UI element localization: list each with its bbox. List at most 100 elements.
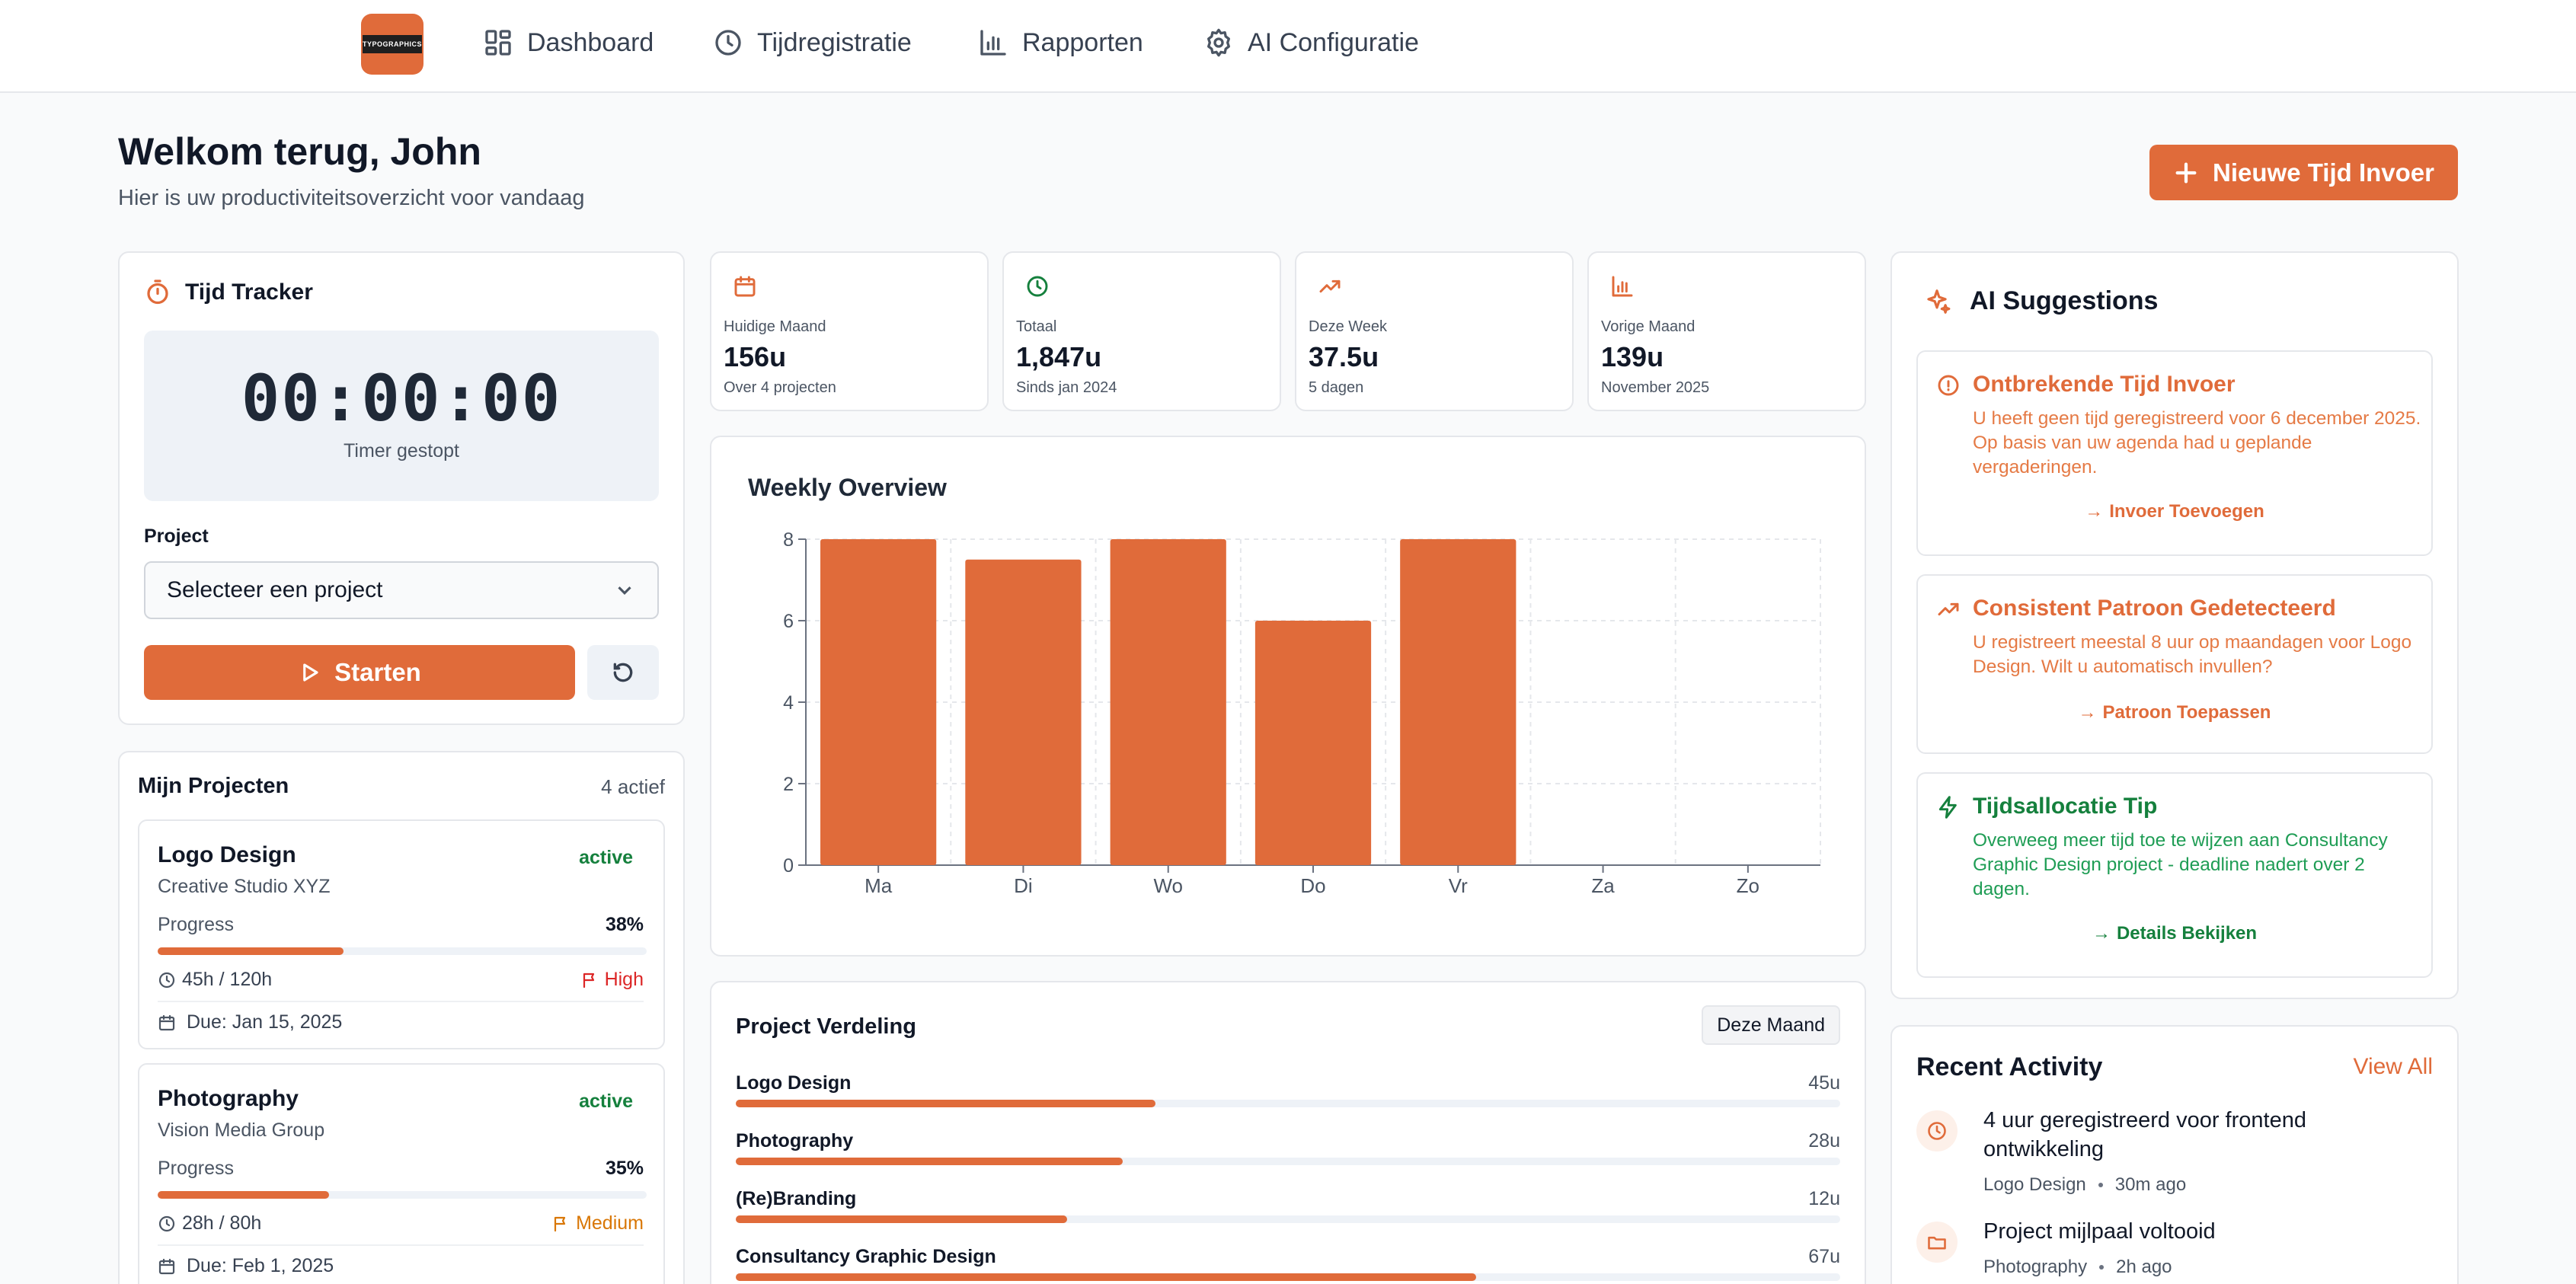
progress-percent: 38% <box>605 914 644 935</box>
status-badge: active <box>579 847 633 868</box>
x-tick-label: Ma <box>865 874 893 897</box>
timer-display: 00:00:00 Timer gestopt <box>144 331 659 501</box>
reset-button[interactable] <box>587 645 659 700</box>
recent-activity-title: Recent Activity <box>1916 1052 2103 1081</box>
new-time-entry-label: Nieuwe Tijd Invoer <box>2213 158 2434 187</box>
arrow-right-icon: → <box>2078 702 2097 723</box>
plus-icon <box>2175 162 2197 183</box>
nav-item-dashboard[interactable]: Dashboard <box>483 23 654 62</box>
distribution-row: Photography 28u <box>736 1130 1840 1176</box>
timer-status: Timer gestopt <box>344 440 459 462</box>
start-button[interactable]: Starten <box>144 645 575 700</box>
stat-value: 139u <box>1601 341 1664 372</box>
project-label: Project <box>144 525 209 547</box>
distribution-fill <box>736 1273 1476 1281</box>
folder-icon <box>1928 1236 1946 1250</box>
activity-text: Project mijlpaal voltooid <box>1983 1219 2216 1244</box>
distribution-bar <box>736 1273 1840 1281</box>
stat-card-total: Totaal 1,847u Sinds jan 2024 <box>1002 251 1281 411</box>
new-time-entry-button[interactable]: Nieuwe Tijd Invoer <box>2149 145 2458 200</box>
reset-icon <box>613 663 633 682</box>
hours-value: 45h / 120h <box>182 969 273 990</box>
suggestion-title: Consistent Patroon Gedetecteerd <box>1973 596 2336 621</box>
nav-label: Tijdregistratie <box>757 27 912 57</box>
distribution-name: Photography <box>736 1130 854 1151</box>
y-tick-label: 6 <box>783 611 794 632</box>
nav-item-rapporten[interactable]: Rapporten <box>978 23 1143 62</box>
lightning-icon <box>1938 796 1957 819</box>
project-name: Logo Design <box>158 842 296 867</box>
x-tick-label: Do <box>1300 874 1325 897</box>
due-value: Due: Jan 15, 2025 <box>187 1011 343 1033</box>
stat-label: Huidige Maand <box>724 318 826 335</box>
active-count: 4 actief <box>601 775 665 798</box>
divider <box>158 1001 644 1002</box>
x-tick-label: Wo <box>1153 874 1183 897</box>
y-tick-label: 4 <box>783 692 794 714</box>
weekly-chart: 0 2 4 6 8 Ma Di Wo Do Vr Za Zo <box>783 529 1821 897</box>
page-subtitle: Hier is uw productiviteitsoverzicht voor… <box>118 186 585 210</box>
stat-sub: Sinds jan 2024 <box>1016 379 1117 396</box>
project-client: Vision Media Group <box>158 1120 325 1141</box>
priority: High <box>580 969 644 991</box>
period-select[interactable]: Deze Maand <box>1702 1005 1840 1045</box>
stat-label: Totaal <box>1016 318 1057 335</box>
distribution-bar <box>736 1100 1840 1107</box>
flag-icon <box>583 973 594 988</box>
distribution-row: Logo Design 45u <box>736 1072 1840 1118</box>
stat-sub: 5 dagen <box>1309 379 1364 396</box>
distribution-title: Project Verdeling <box>736 1014 916 1039</box>
stopwatch-icon <box>147 279 168 305</box>
y-tick-label: 0 <box>783 855 794 877</box>
recent-activity-card: Recent Activity View All 4 uur geregistr… <box>1890 1025 2459 1284</box>
flag-icon <box>554 1216 566 1231</box>
y-tick-label: 8 <box>783 529 794 551</box>
nav-item-tijdregistratie[interactable]: Tijdregistratie <box>713 23 912 62</box>
y-tick-label: 2 <box>783 774 794 795</box>
bar-ma <box>820 539 937 865</box>
distribution-row: (Re)Branding 12u <box>736 1188 1840 1234</box>
distribution-name: Logo Design <box>736 1072 852 1094</box>
distribution-value: 67u <box>1808 1246 1840 1267</box>
project-select[interactable]: Selecteer een project <box>144 561 659 619</box>
time-tracker-header: Tijd Tracker <box>144 279 313 306</box>
page-title: Welkom terug, John <box>118 130 481 173</box>
stat-sub: Over 4 projecten <box>724 379 836 396</box>
activity-meta: Photography 2h ago <box>1983 1257 2172 1278</box>
progress-percent: 35% <box>605 1158 644 1179</box>
project-distribution-card: Project Verdeling Deze Maand Logo Design… <box>710 981 1866 1284</box>
view-details-link[interactable]: → Details Bekijken <box>1918 923 2431 944</box>
arrow-right-icon: → <box>2085 501 2104 522</box>
stat-value: 1,847u <box>1016 341 1102 372</box>
activity-time: 2h ago <box>2116 1257 2172 1277</box>
priority-value: High <box>604 969 644 990</box>
activity-icon <box>1916 1110 1958 1151</box>
add-entry-link[interactable]: → Invoer Toevoegen <box>1918 501 2431 522</box>
progress-bar <box>158 947 647 955</box>
app-logo[interactable]: TYPOGRAPHICS <box>361 14 423 75</box>
priority-value: Medium <box>576 1212 644 1234</box>
my-projects-title: Mijn Projecten <box>138 774 289 798</box>
progress-fill <box>158 1191 329 1199</box>
stat-sub: November 2025 <box>1601 379 1710 396</box>
project-card[interactable]: Logo Design active Creative Studio XYZ P… <box>138 819 665 1049</box>
time-tracker-title: Tijd Tracker <box>185 279 313 305</box>
project-card[interactable]: Photography active Vision Media Group Pr… <box>138 1063 665 1284</box>
stat-card-current-month: Huidige Maand 156u Over 4 projecten <box>710 251 989 411</box>
suggestion-action: Patroon Toepassen <box>2102 702 2271 723</box>
apply-pattern-link[interactable]: → Patroon Toepassen <box>1918 702 2431 723</box>
activity-project: Logo Design <box>1983 1174 2086 1195</box>
stat-value: 37.5u <box>1309 341 1379 372</box>
trending-up-icon <box>1319 279 1341 293</box>
nav-item-ai-configuratie[interactable]: AI Configuratie <box>1203 23 1419 62</box>
distribution-value: 12u <box>1808 1188 1840 1209</box>
distribution-value: 45u <box>1808 1072 1840 1094</box>
status-badge: active <box>579 1091 633 1112</box>
calendar-icon <box>158 1258 175 1274</box>
bar-do <box>1254 621 1372 865</box>
activity-icon <box>1916 1222 1958 1263</box>
dashboard-icon <box>485 30 511 56</box>
view-all-link[interactable]: View All <box>2353 1054 2433 1079</box>
clock-icon <box>715 30 741 56</box>
hours-value: 28h / 80h <box>182 1212 262 1234</box>
